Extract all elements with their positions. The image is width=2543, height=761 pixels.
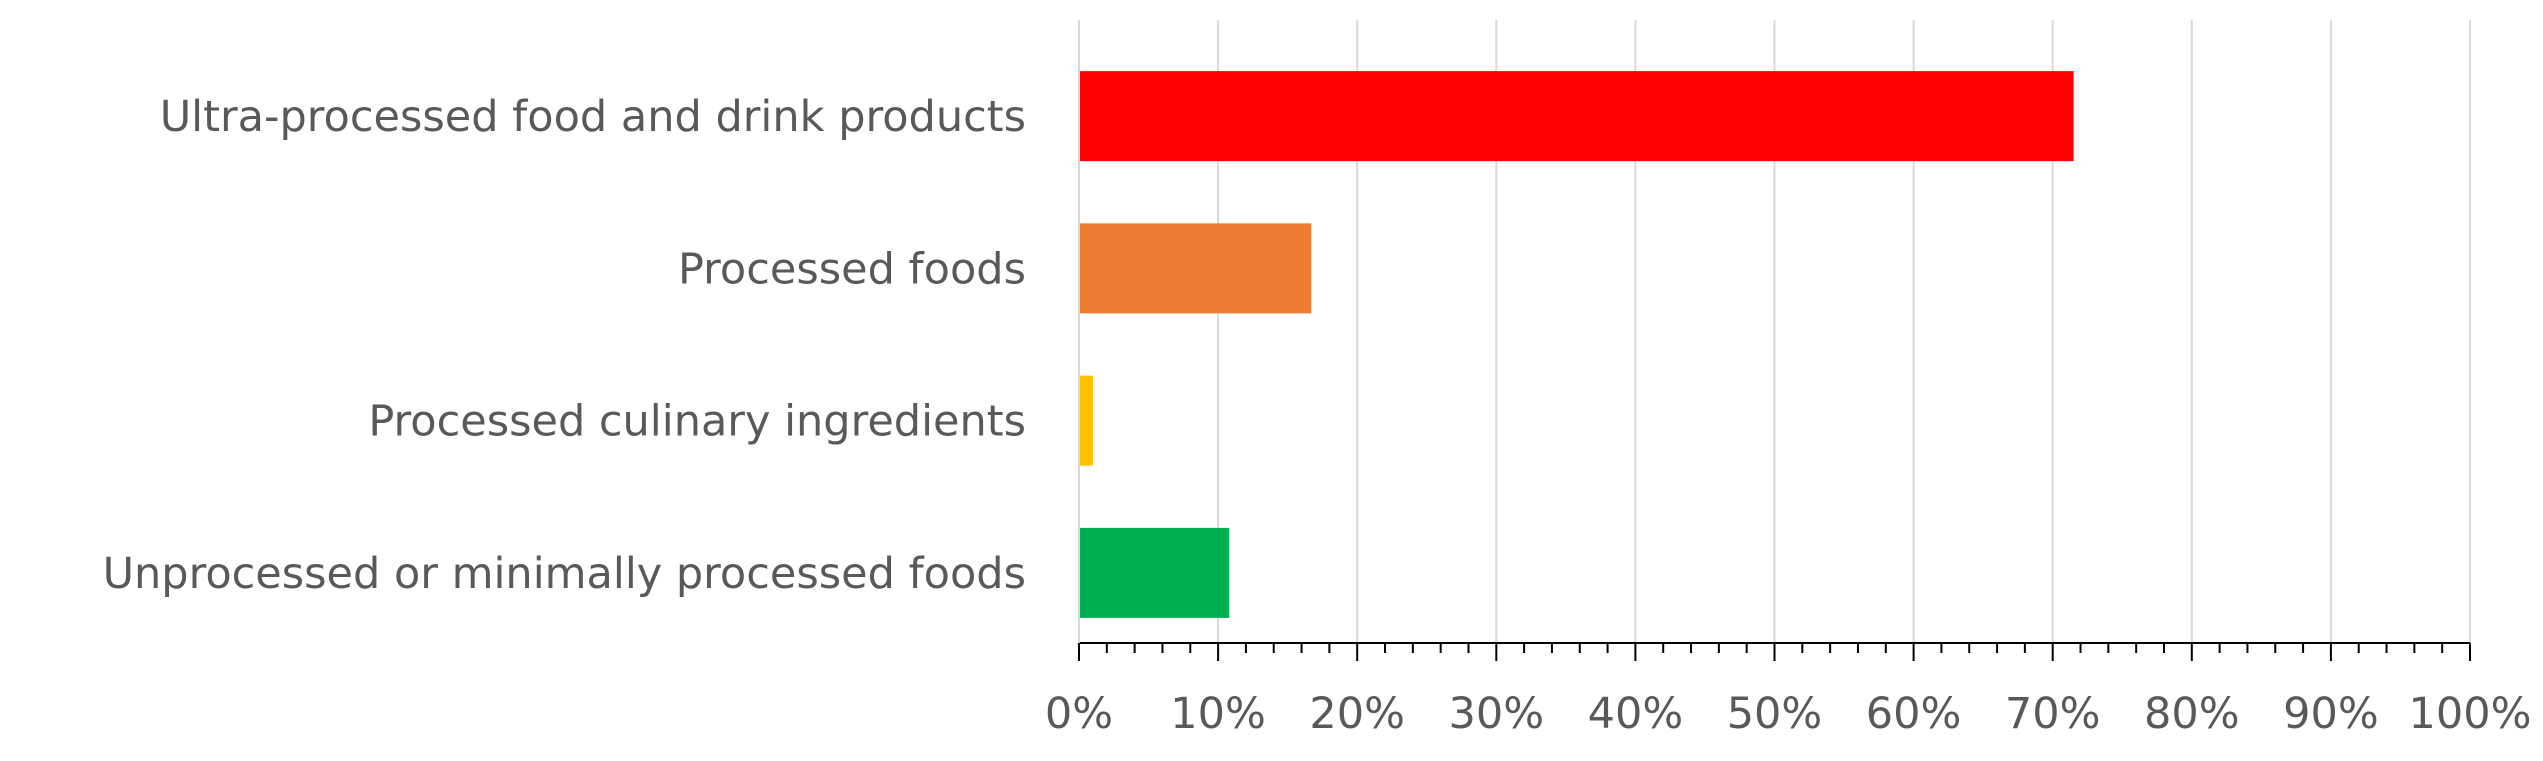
x-axis: 0% 10% 20% 30% 40% 50% 60% 70% 80% 90% 100% xyxy=(1045,20,2532,739)
category-label: Processed foods xyxy=(678,244,1026,294)
bar xyxy=(1079,527,1230,618)
x-tick-label: 30% xyxy=(1449,689,1545,739)
category-label: Processed culinary ingredients xyxy=(368,397,1026,447)
x-tick-label: 70% xyxy=(2005,689,2101,739)
category-label: Unprocessed or minimally processed foods xyxy=(103,549,1026,599)
x-tick-label: 40% xyxy=(1588,689,1684,739)
x-tick-label: 100% xyxy=(2409,689,2532,739)
bar xyxy=(1079,375,1093,466)
bar xyxy=(1079,71,2074,162)
category-label: Ultra-processed food and drink products xyxy=(160,92,1026,142)
x-tick-label: 0% xyxy=(1045,689,1113,739)
x-tick-label: 10% xyxy=(1170,689,1266,739)
x-tick-label: 80% xyxy=(2144,689,2240,739)
category-labels: Ultra-processed food and drink products P… xyxy=(103,92,1026,599)
x-tick-label: 50% xyxy=(1727,689,1823,739)
bar xyxy=(1079,223,1312,314)
x-tick-label: 60% xyxy=(1866,689,1962,739)
x-tick-label: 20% xyxy=(1309,689,1405,739)
x-tick-label: 90% xyxy=(2283,689,2379,739)
bars xyxy=(1079,71,2074,618)
